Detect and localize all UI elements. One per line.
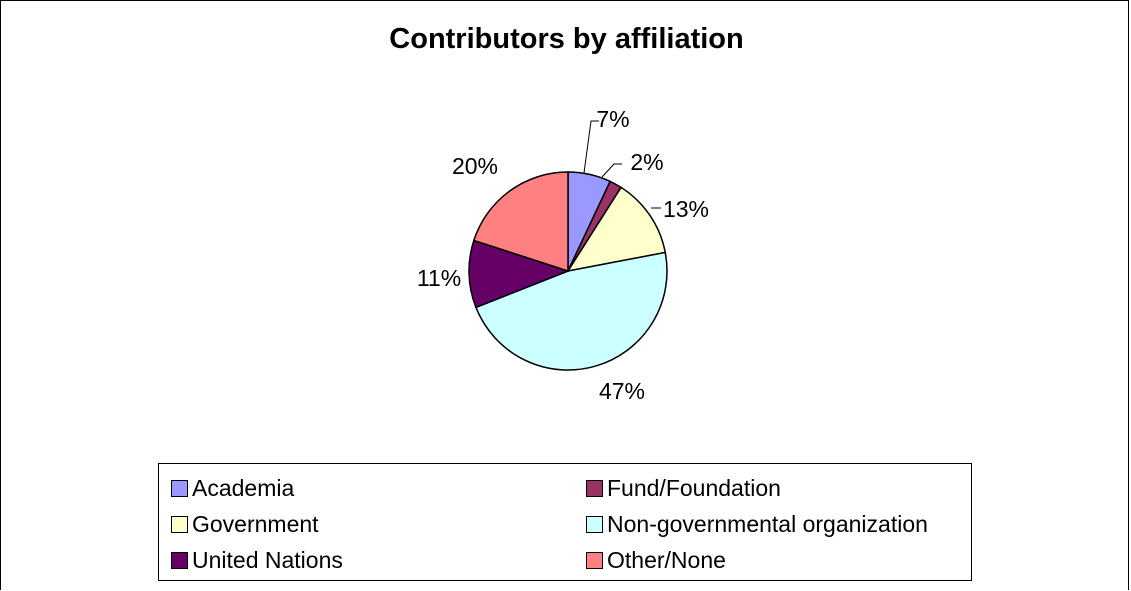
pie-slice-other-none <box>472 171 569 273</box>
chart-title: Contributors by affiliation <box>389 23 744 55</box>
data-label-other-none: 20% <box>452 153 498 179</box>
legend-label-government: Government <box>192 510 319 537</box>
pie-slice-united-nations <box>468 239 571 309</box>
legend-swatch-other-none <box>586 551 603 569</box>
legend-swatch-ngo <box>586 515 603 533</box>
data-label-fund-foundation: 2% <box>630 149 663 175</box>
legend-swatch-academia <box>171 479 188 497</box>
legend-label-ngo: Non-governmental organization <box>607 510 928 537</box>
legend-label-united-nations: United Nations <box>192 546 343 573</box>
leader-line-academia <box>583 120 599 174</box>
legend-item-fund-foundation: Fund/Foundation <box>586 473 781 503</box>
legend-swatch-united-nations <box>171 551 188 569</box>
legend-item-academia: Academia <box>171 473 294 503</box>
data-label-academia: 7% <box>596 106 629 132</box>
legend-item-government: Government <box>171 509 319 539</box>
legend-label-other-none: Other/None <box>607 546 726 573</box>
legend-label-fund-foundation: Fund/Foundation <box>607 474 781 501</box>
legend-swatch-fund-foundation <box>586 479 603 497</box>
pie-slice-ngo <box>474 251 668 371</box>
legend-item-united-nations: United Nations <box>171 545 343 575</box>
legend-label-academia: Academia <box>192 474 295 501</box>
chart-legend: Academia Fund/Foundation Government Non-… <box>158 463 972 581</box>
legend-item-ngo: Non-governmental organization <box>586 509 928 539</box>
data-label-government: 13% <box>663 196 709 222</box>
pie-slice-government <box>566 186 667 273</box>
legend-swatch-government <box>171 515 188 533</box>
leader-line-fund-foundation <box>601 163 622 178</box>
legend-item-other-none: Other/None <box>586 545 726 575</box>
data-label-united-nations: 11% <box>417 265 461 291</box>
data-label-ngo: 47% <box>599 378 645 404</box>
